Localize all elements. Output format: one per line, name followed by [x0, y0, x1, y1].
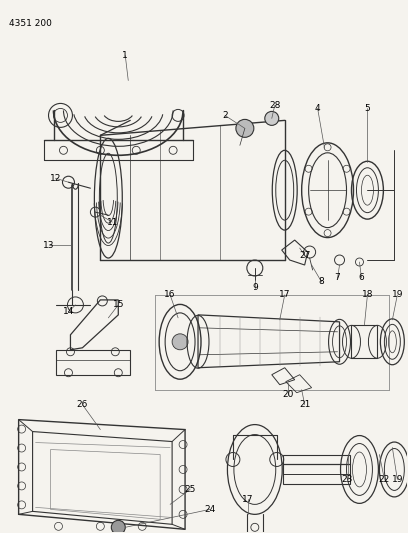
Text: 18: 18 [361, 290, 373, 300]
Text: 28: 28 [269, 101, 280, 110]
Text: 19: 19 [392, 475, 403, 484]
Text: 12: 12 [50, 174, 61, 183]
Text: 11: 11 [106, 217, 118, 227]
Text: 20: 20 [282, 390, 293, 399]
Text: 5: 5 [365, 104, 370, 113]
Circle shape [172, 334, 188, 350]
Text: 4351 200: 4351 200 [9, 19, 51, 28]
Circle shape [265, 111, 279, 125]
Circle shape [236, 119, 254, 138]
Text: 24: 24 [204, 505, 215, 514]
Text: 25: 25 [184, 485, 196, 494]
Text: 4: 4 [315, 104, 320, 113]
Text: 15: 15 [113, 301, 124, 309]
Text: 17: 17 [242, 495, 254, 504]
Text: 23: 23 [342, 475, 353, 484]
Text: 14: 14 [63, 308, 74, 317]
Text: 2: 2 [222, 111, 228, 120]
Text: 7: 7 [335, 273, 340, 282]
Text: 6: 6 [359, 273, 364, 282]
Text: 19: 19 [392, 290, 403, 300]
Text: 8: 8 [319, 278, 324, 286]
Text: 17: 17 [279, 290, 290, 300]
Text: 16: 16 [164, 290, 176, 300]
Text: 13: 13 [43, 240, 54, 249]
Circle shape [111, 520, 125, 533]
Text: 27: 27 [299, 251, 310, 260]
Text: 1: 1 [122, 51, 128, 60]
Text: 9: 9 [252, 284, 258, 293]
Text: 26: 26 [77, 400, 88, 409]
Text: 22: 22 [379, 475, 390, 484]
Text: 21: 21 [299, 400, 310, 409]
